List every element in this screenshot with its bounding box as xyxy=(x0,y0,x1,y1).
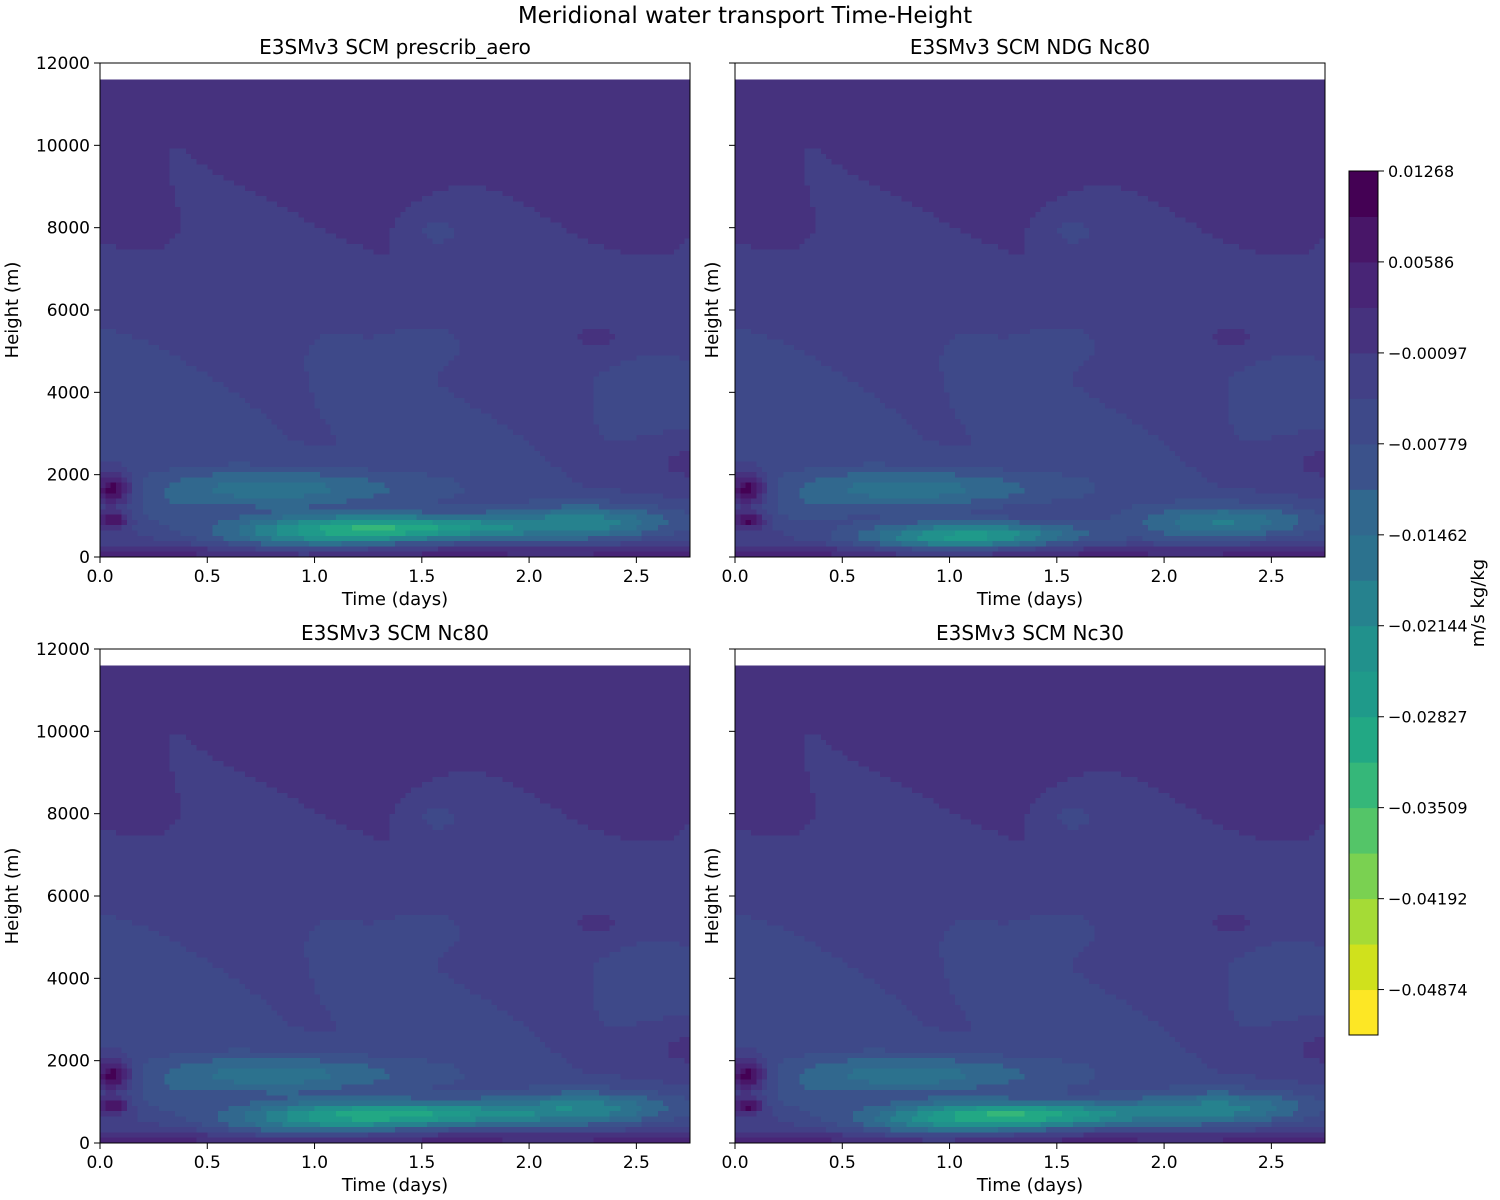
colorbar-segment xyxy=(1349,625,1378,672)
x-tick-label: 1.5 xyxy=(1043,567,1070,587)
x-tick-label: 2.0 xyxy=(516,567,543,587)
x-axis-label: Time (days) xyxy=(976,1175,1083,1196)
y-tick-label: 12000 xyxy=(36,54,90,74)
colorbar-segment xyxy=(1349,171,1378,217)
x-tick-label: 2.0 xyxy=(516,1153,543,1173)
x-tick-label: 1.0 xyxy=(301,567,328,587)
contour-field xyxy=(735,665,1326,1144)
x-tick-label: 1.0 xyxy=(936,567,963,587)
y-tick-label: 6000 xyxy=(47,887,90,907)
panel-title: E3SMv3 SCM prescrib_aero xyxy=(259,35,531,59)
colorbar-tick-label: −0.00097 xyxy=(1388,344,1468,363)
x-tick-label: 0.5 xyxy=(194,567,221,587)
y-tick-label: 2000 xyxy=(47,466,90,486)
colorbar-segment xyxy=(1349,307,1378,354)
colorbar-segment xyxy=(1349,443,1378,490)
colorbar-segment xyxy=(1349,216,1378,263)
x-axis-label: Time (days) xyxy=(976,589,1083,610)
x-tick-label: 0.0 xyxy=(86,567,113,587)
y-tick-label: 6000 xyxy=(47,301,90,321)
colorbar-tick-label: −0.04192 xyxy=(1388,890,1468,909)
colorbar-tick-label: −0.02144 xyxy=(1388,617,1468,636)
colorbar: 0.01268 0.00586 −0.00097 −0.00779 −0.01462 −0… xyxy=(1348,162,1489,1036)
colorbar-tick-label: −0.03509 xyxy=(1388,799,1468,818)
x-tick-label: 1.5 xyxy=(408,567,435,587)
colorbar-frame xyxy=(1348,170,1379,1036)
colorbar-segment xyxy=(1349,671,1378,718)
colorbar-segment xyxy=(1349,489,1378,536)
x-tick-label: 0.0 xyxy=(86,1153,113,1173)
x-tick-label: 2.5 xyxy=(1258,1153,1285,1173)
x-tick-label: 1.5 xyxy=(1043,1153,1070,1173)
x-tick-label: 2.5 xyxy=(623,1153,650,1173)
y-tick-label: 0 xyxy=(79,1134,90,1154)
colorbar-segment xyxy=(1349,807,1378,854)
colorbar-segment xyxy=(1349,853,1378,900)
x-tick-label: 2.5 xyxy=(623,567,650,587)
y-tick-label: 2000 xyxy=(47,1052,90,1072)
panel-3: E3SMv3 SCM Nc80 0.0 0.5 1.0 1.5 2.0 2.5 Time (d… xyxy=(2,621,691,1196)
panel-title: E3SMv3 SCM Nc30 xyxy=(936,621,1124,645)
colorbar-tick-label: −0.02827 xyxy=(1388,708,1468,727)
y-tick-label: 10000 xyxy=(36,722,90,742)
x-tick-label: 0.5 xyxy=(829,567,856,587)
x-axis-label: Time (days) xyxy=(341,1175,448,1196)
y-tick-label: 10000 xyxy=(36,136,90,156)
colorbar-segment xyxy=(1349,716,1378,763)
x-tick-label: 0.0 xyxy=(721,1153,748,1173)
x-tick-label: 1.0 xyxy=(936,1153,963,1173)
x-tick-label: 2.0 xyxy=(1151,567,1178,587)
colorbar-segment xyxy=(1349,762,1378,809)
y-tick-label: 4000 xyxy=(47,969,90,989)
y-axis-label: Height (m) xyxy=(702,848,723,945)
y-axis-label: Height (m) xyxy=(2,262,23,359)
y-axis-label: Height (m) xyxy=(2,848,23,945)
y-axis-label: Height (m) xyxy=(702,262,723,359)
colorbar-segment xyxy=(1349,534,1378,581)
colorbar-segment xyxy=(1349,898,1378,945)
colorbar-segment xyxy=(1349,580,1378,627)
colorbar-tick-label: −0.04874 xyxy=(1388,981,1468,1000)
x-axis-label: Time (days) xyxy=(341,589,448,610)
y-tick-label: 0 xyxy=(79,548,90,568)
y-tick-label: 8000 xyxy=(47,219,90,239)
panel-4: E3SMv3 SCM Nc30 0.0 0.5 1.0 1.5 2.0 2.5 Time (d… xyxy=(702,621,1326,1196)
figure-suptitle: Meridional water transport Time-Height xyxy=(518,3,972,29)
colorbar-tick-label: −0.01462 xyxy=(1388,526,1468,545)
y-tick-label: 4000 xyxy=(47,383,90,403)
x-tick-label: 0.5 xyxy=(829,1153,856,1173)
colorbar-segment xyxy=(1349,398,1378,445)
panel-title: E3SMv3 SCM NDG Nc80 xyxy=(910,35,1150,59)
x-tick-label: 1.0 xyxy=(301,1153,328,1173)
colorbar-segment xyxy=(1349,261,1378,308)
colorbar-tick-label: 0.01268 xyxy=(1388,162,1454,181)
x-tick-label: 0.0 xyxy=(721,567,748,587)
x-tick-label: 2.0 xyxy=(1151,1153,1178,1173)
contour-field xyxy=(100,665,691,1144)
colorbar-segment xyxy=(1349,352,1378,399)
x-tick-label: 2.5 xyxy=(1258,567,1285,587)
colorbar-tick-label: 0.00586 xyxy=(1388,253,1454,272)
panels: E3SMv3 SCM prescrib_aero 0.0 0.5 1.0 1.5 2.0 2… xyxy=(2,35,1326,1196)
y-tick-label: 12000 xyxy=(36,640,90,660)
x-tick-label: 1.5 xyxy=(408,1153,435,1173)
colorbar-segment xyxy=(1349,989,1378,1036)
contour-field xyxy=(735,79,1326,558)
colorbar-label: m/s kg/kg xyxy=(1468,559,1489,647)
colorbar-tick-label: −0.00779 xyxy=(1388,435,1468,454)
x-tick-label: 0.5 xyxy=(194,1153,221,1173)
panel-2: E3SMv3 SCM NDG Nc80 0.0 0.5 1.0 1.5 2.0 2.5 Tim… xyxy=(702,35,1326,610)
panel-1: E3SMv3 SCM prescrib_aero 0.0 0.5 1.0 1.5 2.0 2… xyxy=(2,35,691,610)
panel-title: E3SMv3 SCM Nc80 xyxy=(301,621,489,645)
y-tick-label: 8000 xyxy=(47,805,90,825)
colorbar-segment xyxy=(1349,944,1378,991)
contour-field xyxy=(100,79,691,558)
